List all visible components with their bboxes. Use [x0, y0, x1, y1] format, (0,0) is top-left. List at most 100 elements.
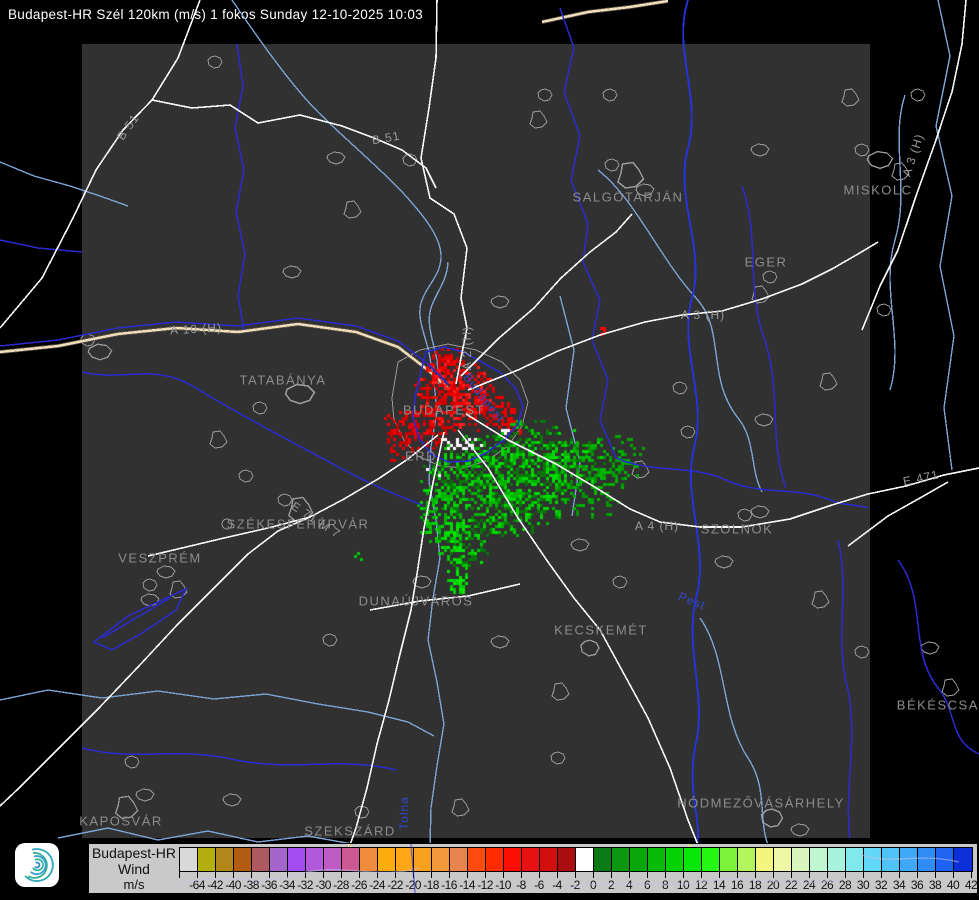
colorbar-tick-label: 30	[856, 878, 870, 892]
colorbar-tick	[755, 872, 756, 878]
colorbar-cell	[414, 848, 432, 871]
colorbar-cell	[882, 848, 900, 871]
colorbar-cell	[612, 848, 630, 871]
colorbar-cell	[522, 848, 540, 871]
colorbar-cell	[594, 848, 612, 871]
colorbar-cell	[792, 848, 810, 871]
colorbar-cell	[396, 848, 414, 871]
colorbar-tick-label: 24	[802, 878, 816, 892]
colorbar-tick	[935, 872, 936, 878]
colorbar-tick-label: -42	[207, 878, 223, 892]
app-logo	[15, 843, 59, 887]
colorbar-tick	[737, 872, 738, 878]
colorbar-tick-label: -64	[189, 878, 205, 892]
colorbar-tick-label: -18	[423, 878, 439, 892]
colorbar-cell	[630, 848, 648, 871]
colorbar-cell	[180, 848, 198, 871]
colorbar-tick-label: 20	[766, 878, 780, 892]
colorbar-cell	[234, 848, 252, 871]
colorbar-cell	[468, 848, 486, 871]
colorbar-cell	[774, 848, 792, 871]
colorbar-tick-label: 36	[910, 878, 924, 892]
colorbar-tick	[647, 872, 648, 878]
colorbar-cell	[198, 848, 216, 871]
colorbar-tick-label: 2	[607, 878, 615, 892]
colorbar-tick-label: 8	[661, 878, 669, 892]
colorbar-tick	[575, 872, 576, 878]
colorbar-tick	[521, 872, 522, 878]
colorbar-tick-label: -10	[495, 878, 511, 892]
colorbar-cell	[450, 848, 468, 871]
colorbar-tick	[971, 872, 972, 878]
colorbar-tick-label: -16	[441, 878, 457, 892]
colorbar-ticks: -64 -42 -40 -38 -36 -34 -32 -30 -28 -26 -24 -22 -20-…	[179, 872, 978, 894]
legend-unit: m/s	[123, 877, 145, 892]
colorbar-cell	[378, 848, 396, 871]
colorbar-tick	[557, 872, 558, 878]
colorbar-tick	[773, 872, 774, 878]
colorbar-tick-label: 32	[874, 878, 888, 892]
colorbar-tick-label: 22	[784, 878, 798, 892]
colorbar-tick-label: 38	[928, 878, 942, 892]
colorbar-tick	[665, 872, 666, 878]
colorbar-cell	[918, 848, 936, 871]
colorbar-tick	[881, 872, 882, 878]
colorbar-cell	[900, 848, 918, 871]
colorbar-tick	[539, 872, 540, 878]
colorbar-tick-label: -14	[459, 878, 475, 892]
colorbar-cell	[360, 848, 378, 871]
colorbar-cell	[486, 848, 504, 871]
colorbar-tick-label: 0	[589, 878, 597, 892]
colorbar-tick-label: -28	[333, 878, 349, 892]
colorbar-tick-label: 14	[712, 878, 726, 892]
colorbar-tick	[593, 872, 594, 878]
colorbar-tick-label: -22	[387, 878, 403, 892]
colorbar-tick	[467, 872, 468, 878]
colorbar: -64 -42 -40 -38 -36 -34 -32 -30 -28 -26 -24 -22 -20-…	[179, 847, 978, 892]
colorbar-cell	[738, 848, 756, 871]
colorbar-tick-label: 12	[694, 878, 708, 892]
spiral-logo-icon	[24, 848, 54, 882]
colorbar-tick-label: 42	[964, 878, 978, 892]
colorbar-tick	[899, 872, 900, 878]
colorbar-cell	[558, 848, 576, 871]
colorbar-tick	[845, 872, 846, 878]
colorbar-tick-label: 18	[748, 878, 762, 892]
colorbar-cell	[666, 848, 684, 871]
colorbar-tick	[953, 872, 954, 878]
colorbar-tick-label: -2	[570, 878, 580, 892]
colorbar-cells	[179, 847, 973, 872]
colorbar-cell	[828, 848, 846, 871]
colorbar-tick-label: -36	[261, 878, 277, 892]
colorbar-cell	[540, 848, 558, 871]
colorbar-cell	[576, 848, 594, 871]
colorbar-cell	[936, 848, 954, 871]
colorbar-tick	[431, 872, 432, 878]
colorbar-tick-label: 6	[643, 878, 651, 892]
colorbar-cell	[504, 848, 522, 871]
colorbar-cell	[306, 848, 324, 871]
colorbar-tick-label: 40	[946, 878, 960, 892]
colorbar-tick	[449, 872, 450, 878]
colorbar-cell	[324, 848, 342, 871]
colorbar-tick-label: -38	[243, 878, 259, 892]
colorbar-cell	[846, 848, 864, 871]
colorbar-tick	[701, 872, 702, 878]
colorbar-tick	[827, 872, 828, 878]
colorbar-tick	[809, 872, 810, 878]
colorbar-tick	[917, 872, 918, 878]
colorbar-tick-label: 16	[730, 878, 744, 892]
colorbar-tick	[683, 872, 684, 878]
colorbar-tick-label: 34	[892, 878, 906, 892]
legend-bar: Budapest-HR Wind m/s -64 -42 -40 -38 -36 -34-…	[88, 843, 978, 894]
colorbar-cell	[756, 848, 774, 871]
colorbar-cell	[648, 848, 666, 871]
colorbar-tick-label: 26	[820, 878, 834, 892]
legend-title-block: Budapest-HR Wind m/s	[89, 845, 179, 893]
colorbar-tick	[485, 872, 486, 878]
colorbar-cell	[720, 848, 738, 871]
colorbar-tick-label: -4	[552, 878, 562, 892]
colorbar-cell	[432, 848, 450, 871]
colorbar-tick	[503, 872, 504, 878]
colorbar-cell	[864, 848, 882, 871]
